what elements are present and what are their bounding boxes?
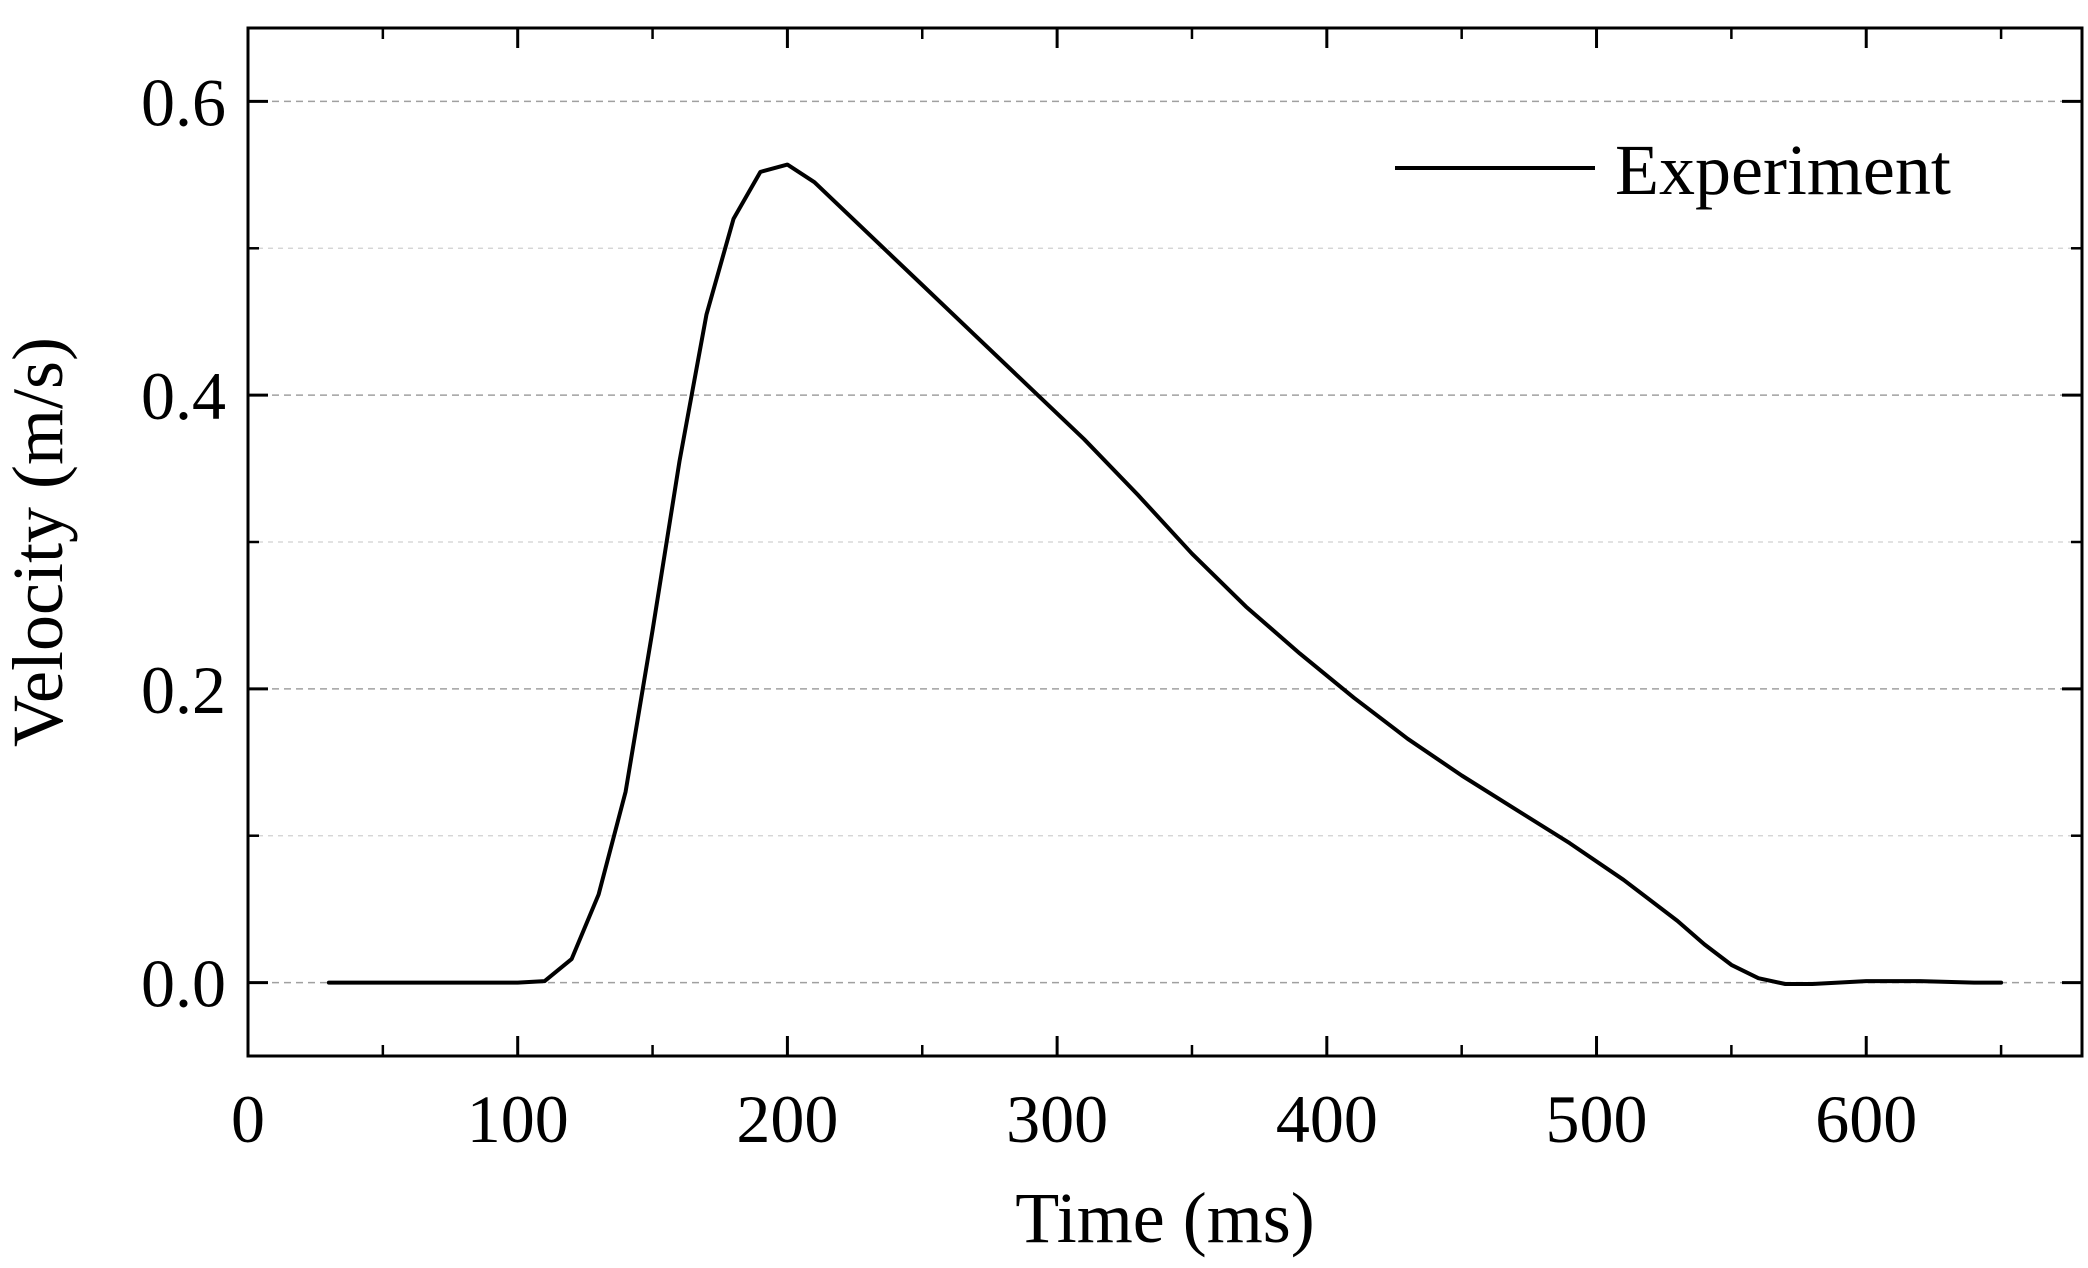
legend-label-experiment: Experiment — [1615, 130, 1951, 210]
axis-ticks — [246, 28, 2082, 1056]
x-tick-label: 600 — [1815, 1081, 1917, 1157]
y-tick-label: 0.0 — [141, 946, 226, 1022]
legend: Experiment — [1395, 130, 1951, 210]
x-tick-label: 400 — [1276, 1081, 1378, 1157]
y-tick-label: 0.2 — [141, 652, 226, 728]
y-axis-title: Velocity (m/s) — [0, 337, 78, 747]
x-tick-label: 200 — [736, 1081, 838, 1157]
series-layer — [326, 162, 2004, 986]
y-tick-label: 0.4 — [141, 358, 226, 434]
y-tick-label: 0.6 — [141, 64, 226, 140]
x-tick-labels: 0 100 200 300 400 500 600 — [231, 1081, 1917, 1157]
x-axis-title: Time (ms) — [1015, 1178, 1314, 1258]
series-line-experiment — [326, 162, 2004, 986]
x-tick-label: 0 — [231, 1081, 265, 1157]
x-tick-label: 100 — [467, 1081, 569, 1157]
y-tick-labels: 0.0 0.2 0.4 0.6 — [141, 64, 226, 1021]
x-tick-label: 300 — [1006, 1081, 1108, 1157]
x-tick-label: 500 — [1546, 1081, 1648, 1157]
